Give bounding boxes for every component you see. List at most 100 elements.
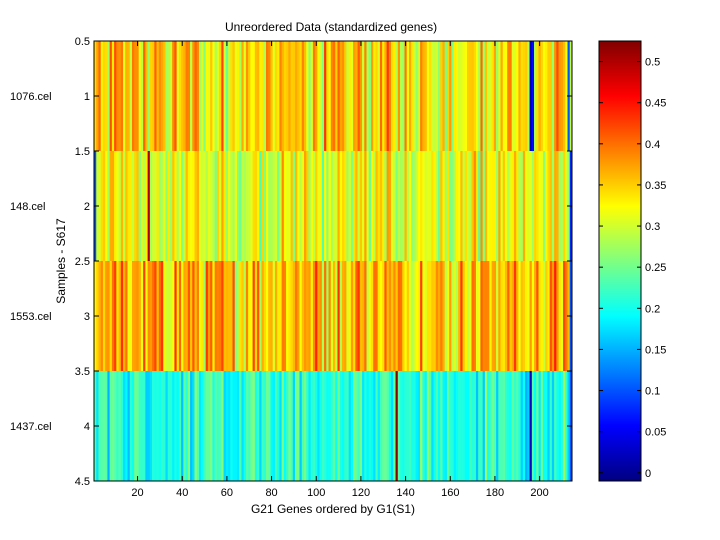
heatmap-cell [185,151,189,261]
heatmap-cell [348,151,352,261]
heatmap-cell [230,41,233,151]
heatmap-cell [391,371,394,481]
heatmap-cell [154,41,157,151]
heatmap-cell [350,41,354,151]
heatmap-cell [116,41,119,151]
heatmap-cell [174,41,177,151]
heatmap-cell [536,261,539,371]
heatmap-cell [114,261,117,371]
heatmap-cell [156,41,160,151]
heatmap-cell [440,41,443,151]
heatmap-cell [107,151,110,261]
heatmap-cell [388,41,392,151]
colorbar-tick-label: 0.15 [645,344,666,356]
heatmap-cell [109,371,113,481]
heatmap-cell [183,371,186,481]
heatmap-cell [178,151,182,261]
heatmap-cell [556,261,559,371]
heatmap-cell [540,371,544,481]
heatmap-cell [404,371,408,481]
heatmap-cell [198,151,202,261]
heatmap-cell [471,151,475,261]
heatmap-cell [522,261,526,371]
heatmap-cell [467,151,470,261]
heatmap-cell [522,151,526,261]
heatmap-cell [257,41,260,151]
heatmap-cell [187,371,191,481]
heatmap-cell [382,261,385,371]
heatmap-cell [406,371,410,481]
heatmap-cell [554,261,557,371]
heatmap-cell [527,371,530,481]
heatmap-cell [219,41,222,151]
heatmap-cell [362,371,365,481]
heatmap-cell [402,261,405,371]
heatmap-cell [538,261,542,371]
heatmap-cell [248,261,251,371]
heatmap-cell [482,261,486,371]
heatmap-cell [167,41,171,151]
heatmap-cell [500,261,504,371]
heatmap-cell [333,41,336,151]
heatmap-cell [290,261,294,371]
heatmap-cell [310,371,314,481]
heatmap-cell [386,261,390,371]
heatmap-cell [303,151,307,261]
heatmap-cell [545,151,548,261]
heatmap-cell [500,151,504,261]
heatmap-cell [105,151,108,261]
heatmap-cell [442,41,446,151]
heatmap-cell [370,371,374,481]
heatmap-cell [339,41,343,151]
heatmap-cell [172,371,175,481]
heatmap-cell [397,261,401,371]
colorbar-tick-label: 0.5 [645,57,660,69]
heatmap-cell [509,41,513,151]
heatmap-cell [205,151,209,261]
heatmap-cell [123,41,126,151]
heatmap-cell [183,261,186,371]
heatmap-cell [111,371,115,481]
heatmap-cell [138,151,142,261]
heatmap-cell [161,371,164,481]
heatmap-cell [368,261,372,371]
heatmap-cell [413,371,416,481]
heatmap-cell [377,41,381,151]
heatmap-cell [516,151,519,261]
heatmap-cell [127,151,131,261]
heatmap-cell [107,261,110,371]
heatmap-cell [324,371,327,481]
y-ticks: 0.5 1 1.5 2 2.5 3 3.5 4 4.5 [75,36,572,488]
heatmap-cell [417,261,421,371]
heatmap-cell [534,151,537,261]
heatmap-cell [469,261,472,371]
heatmap-cell [404,151,408,261]
heatmap-cell [205,41,209,151]
heatmap-cell [158,261,162,371]
colorbar [598,40,642,482]
heatmap-cell [344,41,347,151]
y-tick-label: 1 [84,91,90,103]
heatmap-cell [292,261,296,371]
heatmap-cell [502,261,506,371]
heatmap-cell [310,41,314,151]
x-tick-label: 180 [486,487,504,499]
heatmap-cell [185,371,189,481]
heatmap-cell [216,371,220,481]
heatmap-cell [190,151,193,261]
heatmap-cell [563,261,566,371]
heatmap-cell [388,261,392,371]
heatmap-cell [120,151,124,261]
heatmap-cell [207,41,211,151]
heatmap-cell [274,261,278,371]
heatmap-cell [426,261,430,371]
heatmap-cell [471,261,475,371]
heatmap-cell [277,371,280,481]
heatmap-cell [324,41,327,151]
heatmap-cell [192,151,195,261]
heatmap-cell [527,151,530,261]
heatmap-cell [147,261,151,371]
heatmap-cell [176,261,180,371]
heatmap-cell [565,261,568,371]
heatmap-cell [538,151,542,261]
